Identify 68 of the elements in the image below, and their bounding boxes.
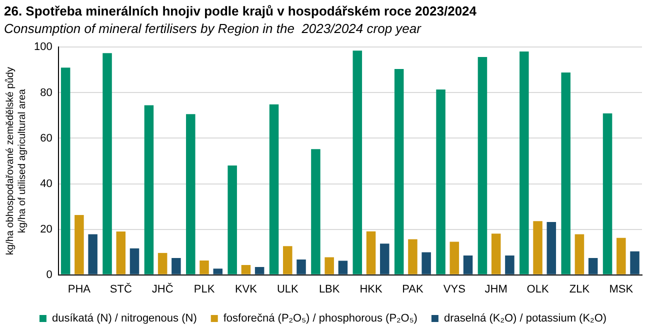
legend-label: fosforečná (P₂O₅) / phosphorous (P₂O₅) [223, 312, 418, 325]
bar [561, 72, 570, 274]
bar [311, 149, 320, 274]
bar [408, 239, 418, 274]
bar [463, 255, 473, 274]
bar [436, 90, 446, 274]
chart-subtitle: Consumption of mineral fertilisers by Region in the 2023/2024 crop year [4, 21, 422, 36]
bar [352, 50, 362, 274]
chart-title: 26. Spotřeba minerálních hnojiv podle krajů v hospodářském roce 2023/2024 [4, 3, 478, 18]
bar [422, 252, 431, 274]
bar [102, 53, 112, 274]
bar [491, 234, 501, 274]
x-tick-label: PLK [194, 283, 216, 296]
x-tick-label: ZLK [569, 283, 590, 296]
bar [520, 52, 529, 274]
bar [394, 69, 404, 274]
x-tick-label: KVK [234, 283, 258, 296]
bar [186, 114, 196, 274]
bar [478, 56, 488, 274]
bar [88, 234, 98, 274]
bar [254, 267, 264, 274]
bar [588, 258, 598, 274]
bar [130, 248, 140, 274]
bar [338, 260, 348, 274]
bar [158, 252, 168, 274]
x-tick-label: ULK [276, 283, 299, 296]
bar [172, 258, 181, 274]
bar [616, 238, 626, 274]
bar [324, 257, 334, 274]
bar [602, 113, 612, 274]
x-tick-label: OLK [526, 283, 550, 296]
x-tick-label: PHA [68, 283, 92, 296]
legend-label: dusíkatá (N) / nitrogenous (N) [52, 312, 197, 325]
bar [144, 105, 154, 274]
bar [213, 268, 223, 274]
bar [283, 246, 292, 274]
bar [574, 234, 584, 274]
bar [380, 244, 390, 274]
y-tick-label: 0 [46, 268, 52, 281]
bar [505, 255, 514, 274]
bar [296, 260, 306, 274]
x-tick-label: HKK [360, 283, 383, 296]
x-tick-label: JHM [484, 283, 508, 296]
bar [366, 231, 376, 274]
y-tick-label: 80 [40, 86, 52, 99]
y-tick-label: 100 [34, 41, 52, 54]
x-tick-label: STČ [110, 282, 132, 296]
x-tick-label: JHČ [152, 282, 174, 296]
bar [241, 265, 251, 274]
bar [200, 260, 209, 274]
bar [533, 221, 542, 274]
bar [116, 232, 126, 274]
legend-label: draselná (K₂O) / potassium (K₂O) [444, 312, 607, 325]
bar [74, 214, 84, 274]
x-tick-label: PAK [402, 283, 424, 296]
x-tick-label: LBK [318, 283, 340, 296]
y-tick-label: 20 [40, 223, 52, 236]
bar [630, 251, 640, 274]
y-tick-label: 40 [40, 178, 52, 190]
bar [60, 68, 70, 274]
x-tick-label: MSK [609, 283, 634, 296]
bar [546, 222, 556, 274]
y-tick-label: 60 [40, 132, 52, 144]
bar [450, 242, 460, 274]
bar [228, 166, 237, 274]
x-tick-label: VYS [443, 283, 466, 296]
bar [269, 104, 279, 274]
y-axis-title: kg/ha obhospodařované zemědělské půdy kg/ha of utilised agricultural area [4, 67, 28, 255]
